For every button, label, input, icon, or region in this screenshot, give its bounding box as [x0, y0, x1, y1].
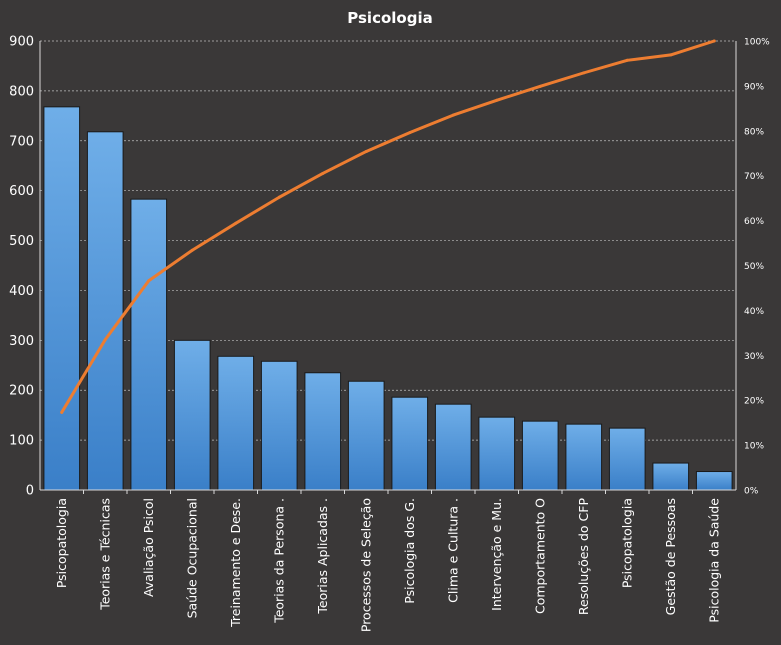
y2-tick-label: 30% — [744, 352, 764, 362]
x-tick-label: Avaliação Psicol — [141, 498, 156, 597]
bar — [260, 360, 298, 491]
x-tick-label: Psicopatologia — [54, 498, 69, 588]
line-point — [625, 58, 629, 62]
line-point — [364, 149, 368, 153]
bars — [43, 106, 733, 491]
line-point — [60, 410, 64, 414]
y2-tick-label: 20% — [744, 397, 764, 407]
y-tick-label: 600 — [9, 184, 34, 199]
chart-title: Psicologia — [347, 9, 432, 27]
y2-tick-label: 70% — [744, 172, 764, 182]
bar — [478, 416, 516, 491]
x-tick-label: Processos de Seleção — [358, 498, 373, 632]
bar — [43, 106, 81, 491]
y-tick-label: 800 — [9, 84, 34, 99]
line-point — [669, 53, 673, 57]
x-tick-label: Teorias da Persona . — [271, 498, 286, 624]
bar — [608, 427, 646, 491]
x-tick-label: Teorias Aplicadas . — [315, 498, 330, 615]
y2-tick-label: 100% — [744, 38, 770, 48]
bar — [86, 131, 124, 491]
bar — [304, 372, 342, 491]
line-point — [277, 195, 281, 199]
line-point — [495, 98, 499, 102]
cumulative-line-path — [60, 39, 716, 414]
y-tick-label: 300 — [9, 334, 34, 349]
line-point — [321, 171, 325, 175]
x-tick-label: Intervenção e Mu. — [489, 498, 504, 611]
line-point — [582, 71, 586, 75]
bar — [217, 355, 255, 491]
y-tick-label: 700 — [9, 134, 34, 149]
bar — [130, 198, 168, 491]
x-tick-label: Comportamento O — [532, 498, 547, 614]
bar — [652, 462, 690, 491]
x-tick-label: Resoluções do CFP — [576, 498, 591, 616]
y2-tick-label: 10% — [744, 442, 764, 452]
x-tick-label: Psicologia dos G. — [402, 498, 417, 604]
y-tick-label: 200 — [9, 384, 34, 399]
x-tick-label: Clima e Cultura . — [445, 498, 460, 603]
y-tick-label: 400 — [9, 284, 34, 299]
bar — [695, 471, 733, 491]
y2-tick-label: 80% — [744, 127, 764, 137]
bar — [347, 380, 385, 491]
y2-tick-label: 0% — [744, 487, 759, 497]
line-point — [712, 39, 716, 43]
y2-tick-label: 60% — [744, 217, 764, 227]
line-point — [103, 338, 107, 342]
x-tick-label: Saúde Ocupacional — [184, 498, 199, 618]
x-tick-label: Teorias e Técnicas — [97, 498, 112, 611]
line-point — [451, 113, 455, 117]
bar — [391, 396, 429, 491]
y-tick-label: 100 — [9, 434, 34, 449]
bar — [565, 423, 603, 491]
y-tick-label: 500 — [9, 234, 34, 249]
x-tick-label: Psicologia da Saúde — [706, 498, 721, 623]
line-point — [190, 248, 194, 252]
y-tick-label: 900 — [9, 35, 34, 50]
y-tick-label: 0 — [26, 484, 34, 499]
line-point — [234, 221, 238, 225]
x-tick-label: Gestão de Pessoas — [663, 498, 678, 615]
x-tick-label: Psicopatologia — [619, 498, 634, 588]
y2-tick-label: 90% — [744, 82, 764, 92]
line-point — [538, 84, 542, 88]
bar — [434, 403, 472, 491]
axes: 0 100 200 300 400 500 600 700 800 900 0% 10% 20% 30% 4… — [9, 35, 770, 633]
cumulative-line — [60, 39, 716, 414]
x-tick-label: Treinamento e Dese. — [228, 498, 243, 628]
line-point — [408, 131, 412, 135]
y2-tick-label: 40% — [744, 307, 764, 317]
y2-tick-label: 50% — [744, 262, 764, 272]
line-point — [147, 279, 151, 283]
bar — [173, 339, 211, 491]
bar — [521, 420, 559, 491]
